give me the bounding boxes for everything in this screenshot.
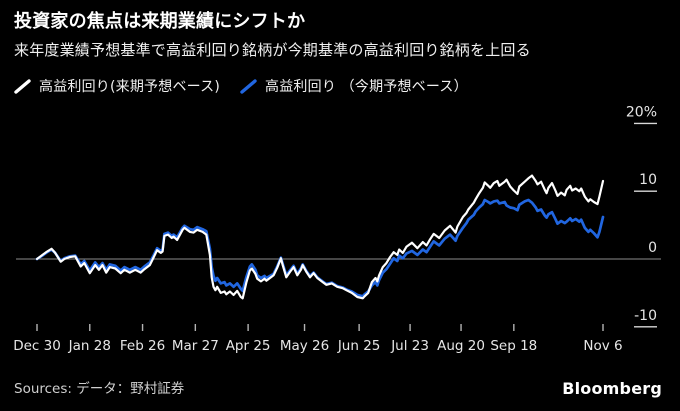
legend-label-current-fy: 高益利回り （今期予想ベース） bbox=[265, 79, 468, 95]
chart-legend: 高益利回り(来期予想ベース) 高益利回り （今期予想ベース） bbox=[14, 76, 468, 96]
legend-item-current-fy: 高益利回り （今期予想ベース） bbox=[240, 76, 468, 96]
x-axis-label: Feb 26 bbox=[120, 338, 165, 354]
x-axis-label: Jun 25 bbox=[337, 338, 381, 354]
white-line-key-icon bbox=[14, 78, 31, 94]
x-axis-label: Dec 30 bbox=[13, 338, 61, 354]
x-axis-label: Jan 28 bbox=[68, 338, 111, 354]
x-axis-label: May 26 bbox=[280, 338, 329, 354]
sources-label: Sources: bbox=[14, 381, 72, 397]
blue-line-key-icon bbox=[240, 78, 257, 94]
x-axis-label: Apr 25 bbox=[226, 338, 271, 354]
chart-subtitle: 来年度業績予想基準で高益利回り銘柄が今期基準の高益利回り銘柄を上回る bbox=[14, 41, 531, 60]
x-axis-label: Nov 6 bbox=[583, 338, 622, 354]
x-axis-label: Sep 18 bbox=[490, 338, 537, 354]
legend-item-next-fy: 高益利回り(来期予想ベース) bbox=[14, 76, 220, 96]
x-axis-label: Jul 23 bbox=[390, 338, 429, 354]
sources-text: データ：野村証券 bbox=[76, 381, 185, 397]
y-axis-label: 0 bbox=[648, 240, 657, 256]
y-axis-label: 20% bbox=[626, 104, 657, 120]
series-line-current-fy bbox=[35, 198, 605, 298]
bloomberg-logo: Bloomberg bbox=[562, 379, 662, 398]
y-axis-label: 10 bbox=[639, 172, 657, 188]
series-line-next-fy bbox=[35, 174, 605, 300]
chart-header: 投資家の焦点は来期業績にシフトか 来年度業績予想基準で高益利回り銘柄が今期基準の… bbox=[14, 10, 664, 60]
sources-note: Sources: データ：野村証券 bbox=[14, 377, 184, 397]
x-axis-label: Mar 27 bbox=[172, 338, 219, 354]
page-title: 投資家の焦点は来期業績にシフトか bbox=[14, 11, 306, 32]
y-axis-label: -10 bbox=[634, 308, 657, 324]
x-axis-label: Aug 20 bbox=[437, 338, 485, 354]
legend-label-next-fy: 高益利回り(来期予想ベース) bbox=[39, 79, 221, 95]
